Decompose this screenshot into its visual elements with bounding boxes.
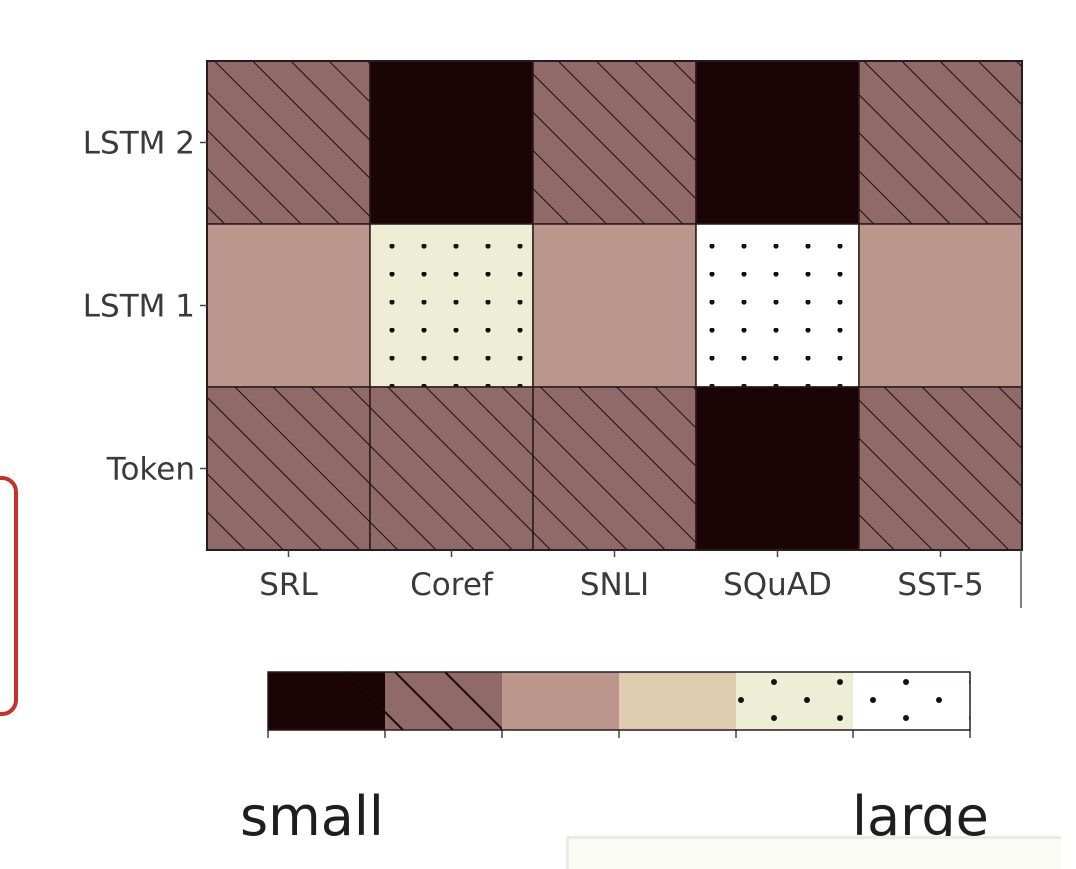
heatmap-cell-lstm1-srl — [206, 223, 371, 388]
colorbar-hatch-line — [444, 671, 504, 731]
heatmap-cell-pattern — [370, 387, 533, 550]
heatmap-cell-lstm2-squad — [695, 60, 860, 225]
heatmap-cells — [206, 60, 1023, 551]
heatmap-cell-pattern — [370, 224, 533, 387]
x-tick-label: SRL — [259, 567, 318, 603]
y-tick-label: LSTM 1 — [83, 289, 195, 325]
colorbar-left-label: small — [240, 785, 384, 848]
colorbar-dots — [736, 672, 853, 730]
x-tick-label: Coref — [410, 567, 494, 603]
heatmap-cell-pattern — [533, 61, 696, 224]
y-tick-label: Token — [106, 452, 195, 488]
colorbar-hatch-line — [344, 671, 404, 731]
heatmap-cell-pattern — [859, 387, 1022, 550]
x-tick-label: SNLI — [580, 567, 649, 603]
colorbar-swatch — [268, 672, 385, 730]
x-tick-label: SST-5 — [897, 567, 983, 603]
x-axis: SRL Coref SNLI SQuAD SST-5 — [259, 550, 1022, 608]
heatmap-cell-pattern — [207, 61, 370, 224]
red-frame-decoration — [0, 476, 18, 716]
colorbar-swatch — [502, 672, 619, 730]
overlay-panel — [566, 836, 1061, 869]
heatmap-cell-pattern — [533, 387, 696, 550]
colorbar — [267, 671, 971, 738]
y-tick-label: LSTM 2 — [83, 126, 195, 162]
colorbar-frame — [267, 671, 971, 731]
heatmap-cell-lstm1-snli — [532, 223, 697, 388]
heatmap-cell-lstm1-sst-5 — [858, 223, 1023, 388]
x-tick-label: SQuAD — [723, 567, 832, 603]
heatmap-cell-lstm2-coref — [369, 60, 534, 225]
y-axis: LSTM 2 LSTM 1 Token — [83, 126, 207, 488]
heatmap-cell-token-squad — [695, 386, 860, 551]
colorbar-hatch-line — [394, 671, 454, 731]
heatmap-cell-pattern — [696, 224, 859, 387]
colorbar-dots — [853, 672, 970, 730]
heatmap-cell-pattern — [859, 61, 1022, 224]
heatmap-cell-pattern — [207, 387, 370, 550]
colorbar-hatch — [344, 671, 504, 731]
colorbar-swatch — [619, 672, 736, 730]
colorbar-right-label: large — [852, 785, 989, 848]
